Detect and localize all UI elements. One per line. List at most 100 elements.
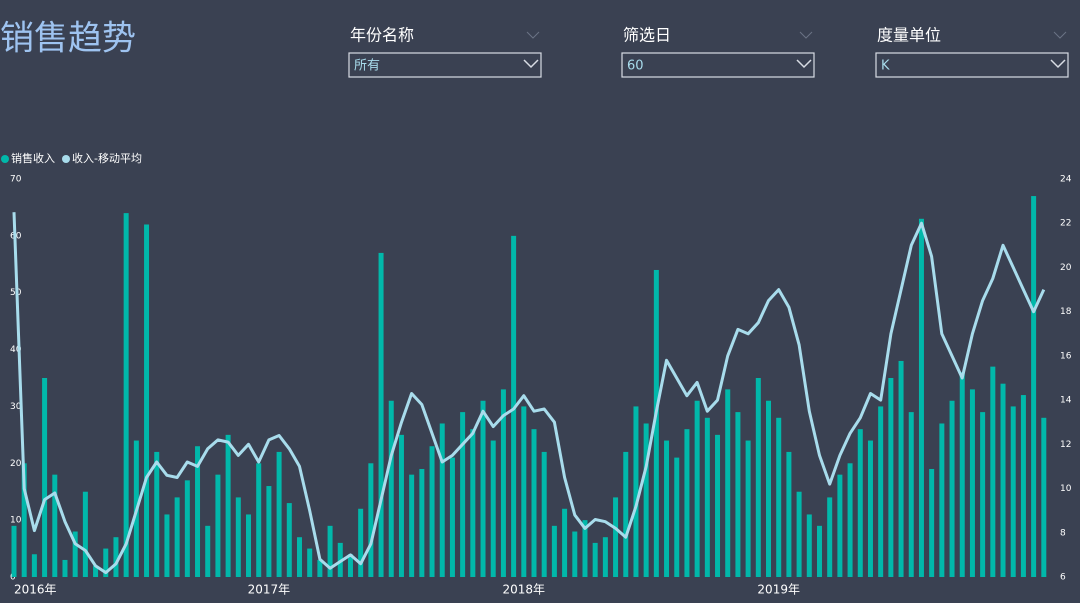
filter-label: 度量单位 [877, 26, 941, 45]
dropdown[interactable]: 60 [621, 52, 815, 78]
bar [745, 440, 751, 577]
bar [470, 429, 476, 577]
bar [684, 429, 690, 577]
bar [888, 378, 894, 577]
y-tick-label: 10 [10, 516, 22, 526]
bar [195, 446, 201, 577]
bar [490, 440, 496, 577]
bar [358, 508, 364, 577]
legend-marker [62, 155, 70, 163]
y2-tick-label: 12 [1060, 440, 1071, 450]
bar [898, 360, 904, 577]
bar [52, 474, 58, 577]
bar [837, 474, 843, 577]
bar [694, 400, 700, 577]
y2-tick-label: 14 [1060, 396, 1072, 406]
filter-label: 筛选日 [623, 26, 671, 45]
bar [11, 525, 17, 577]
bar [296, 537, 302, 577]
bar [1000, 383, 1006, 577]
bar [643, 423, 649, 577]
bar [847, 463, 853, 577]
x-tick-label: 2019年 [757, 583, 800, 597]
bar [531, 429, 537, 577]
bar [174, 497, 180, 577]
bar [776, 417, 782, 577]
bar [256, 463, 262, 577]
y-tick-label: 40 [10, 345, 22, 355]
bar [429, 446, 435, 577]
dropdown-box[interactable] [348, 52, 542, 78]
bar [715, 434, 721, 577]
dropdown-value[interactable]: K [881, 59, 890, 74]
bar [796, 491, 802, 577]
bar [613, 497, 619, 577]
bar [878, 406, 884, 577]
dropdown-box[interactable] [621, 52, 815, 78]
bar [592, 542, 598, 577]
y-tick-label: 70 [10, 175, 22, 185]
x-tick-label: 2017年 [248, 583, 291, 597]
bar [21, 463, 27, 577]
bar [806, 514, 812, 577]
bar [123, 213, 129, 577]
line [12, 212, 1046, 575]
bar [347, 554, 353, 577]
dropdown-value[interactable]: 所有 [354, 59, 380, 74]
bar [735, 412, 741, 577]
bar [755, 378, 761, 577]
x-tick-label: 2016年 [14, 583, 57, 597]
bar [235, 497, 241, 577]
dropdown-value[interactable]: 60 [627, 59, 644, 74]
bar [572, 531, 578, 577]
bar [786, 451, 792, 577]
bar [908, 412, 914, 577]
bar [918, 218, 924, 578]
bar [439, 423, 445, 577]
bar [816, 525, 822, 577]
y2-tick-label: 24 [1060, 175, 1072, 185]
legend-marker [1, 155, 9, 163]
dropdown-arrow[interactable] [796, 59, 812, 69]
bar [276, 451, 282, 577]
bar [1041, 417, 1047, 577]
dropdown[interactable]: 所有 [348, 52, 542, 78]
dropdown[interactable]: K [875, 52, 1069, 78]
dropdown-arrow[interactable] [1050, 59, 1066, 69]
bar [766, 400, 772, 577]
y2-tick-label: 6 [1060, 573, 1066, 583]
y-tick-label: 30 [10, 402, 22, 412]
bar [929, 468, 935, 577]
bar [521, 406, 527, 577]
bar [286, 503, 292, 577]
bar [72, 531, 78, 577]
y2-tick-label: 18 [1060, 307, 1072, 317]
page-title: 销售趋势 [0, 19, 136, 59]
bar [398, 434, 404, 577]
dropdown-box[interactable] [875, 52, 1069, 78]
legend-label: 销售收入 [11, 151, 55, 165]
y2-tick-label: 8 [1060, 528, 1066, 538]
bar [602, 537, 608, 577]
collapse-icon [1053, 31, 1067, 39]
bar [154, 451, 160, 577]
bar [307, 548, 313, 577]
bar [368, 463, 374, 577]
bar [449, 457, 455, 577]
bar [867, 440, 873, 577]
bar [93, 565, 99, 577]
collapse-icon [526, 31, 540, 39]
bar [511, 235, 517, 577]
dropdown-arrow[interactable] [523, 59, 539, 69]
bar [205, 525, 211, 577]
bar [317, 559, 323, 577]
filter-label: 年份名称 [350, 26, 414, 45]
bar [500, 389, 506, 577]
y2-tick-label: 16 [1060, 351, 1072, 361]
bar [857, 429, 863, 577]
bar [62, 559, 68, 577]
bar [1020, 395, 1026, 577]
bar [409, 474, 415, 577]
bar [327, 525, 333, 577]
